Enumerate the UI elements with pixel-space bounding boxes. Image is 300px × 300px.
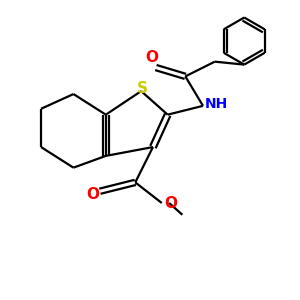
Text: S: S	[137, 81, 148, 96]
Text: O: O	[165, 196, 178, 211]
Text: O: O	[86, 187, 99, 202]
Text: O: O	[145, 50, 158, 64]
Text: NH: NH	[205, 98, 228, 111]
